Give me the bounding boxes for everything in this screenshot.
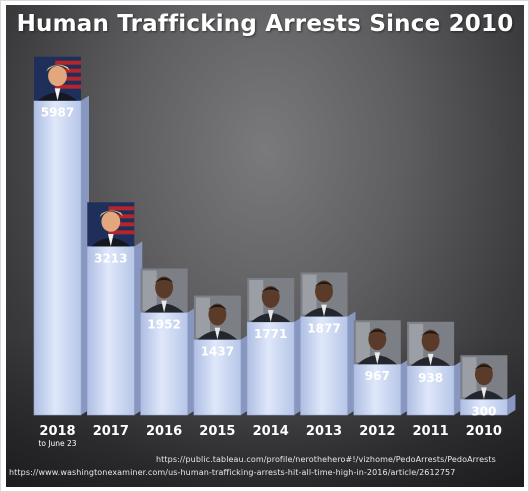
bar-value-label: 1877 [307, 321, 340, 335]
bar-value-label: 967 [365, 369, 390, 383]
trump-portrait-1 [87, 202, 135, 247]
face [261, 285, 280, 308]
trump-portrait-0 [34, 56, 81, 101]
face [368, 328, 387, 351]
bar-side [240, 334, 249, 415]
obama-portrait-2 [140, 268, 188, 313]
shirt [54, 88, 61, 101]
bar [140, 312, 188, 416]
x-tick-label: 2011 [413, 424, 449, 439]
bar [353, 363, 402, 416]
hair [474, 364, 494, 370]
shirt [214, 327, 221, 340]
bar-value-label: 1952 [147, 318, 180, 332]
shirt [374, 352, 381, 365]
obama-portrait-4 [247, 278, 295, 323]
chart-title: Human Trafficking Arrests Since 2010 [16, 11, 514, 37]
shirt [427, 353, 434, 366]
bar [246, 321, 295, 416]
hair [46, 64, 70, 72]
bar-value-label: 3213 [94, 251, 127, 265]
obama-portrait-7 [407, 321, 455, 366]
hair [367, 329, 387, 335]
hair [154, 277, 174, 283]
hair [208, 304, 227, 310]
obama-portrait-5 [300, 272, 348, 317]
bar-side [81, 95, 89, 416]
obama-portrait-3 [193, 295, 241, 340]
background-panel [195, 297, 210, 338]
bar-side [507, 394, 516, 415]
x-tick-label: 2012 [359, 424, 395, 439]
bar [300, 316, 348, 416]
shirt [267, 310, 274, 323]
hair [314, 281, 334, 287]
flag-stripe [108, 214, 135, 219]
face [101, 211, 121, 232]
hair [421, 330, 440, 336]
shirt [321, 304, 327, 317]
face [474, 363, 493, 386]
shirt [481, 387, 487, 400]
bar-side [134, 241, 143, 415]
x-tick-label: 2010 [466, 424, 502, 439]
bar-side [400, 359, 409, 415]
bar-value-label: 938 [418, 371, 443, 385]
background-panel [355, 322, 370, 363]
x-tick-label: 2015 [199, 424, 235, 439]
shirt [107, 233, 114, 247]
background-panel [409, 323, 424, 364]
face [48, 65, 67, 87]
bar [87, 246, 135, 416]
face [421, 329, 440, 352]
bar [193, 339, 242, 416]
face [155, 276, 174, 299]
flag-stripe [108, 206, 135, 211]
x-tick-label: 2016 [146, 424, 182, 439]
x-tick-label: 2018 [39, 424, 75, 439]
bar-value-label: 300 [471, 404, 496, 418]
flag-stripe [55, 76, 81, 81]
face [208, 303, 227, 326]
source-link-washington-examiner[interactable]: https://www.washingtonexaminer.com/us-hu… [9, 468, 456, 477]
flag-stripe [108, 222, 135, 227]
x-tick-label: 2017 [93, 424, 129, 439]
flag-stripe [55, 60, 81, 65]
obama-portrait-6 [353, 320, 401, 365]
source-link-tableau[interactable]: https://public.tableau.com/profile/nerot… [156, 455, 496, 464]
background-panel [302, 274, 317, 315]
flag-stripe [108, 230, 135, 235]
bar [33, 100, 82, 416]
hair [261, 287, 281, 293]
background-panel [462, 357, 477, 398]
flag-stripe [55, 84, 81, 89]
bar-value-label: 5987 [41, 106, 74, 120]
x-tick-label: 2014 [253, 424, 289, 439]
background-panel [249, 280, 264, 321]
hair [99, 210, 124, 218]
bar-value-label: 1771 [254, 327, 287, 341]
x-tick-label: 2013 [306, 424, 342, 439]
chart-panel: Human Trafficking Arrests Since 2010 598… [6, 5, 524, 487]
bar [406, 365, 455, 416]
x-tick-note: to June 23 [38, 439, 76, 448]
background-panel [142, 270, 157, 311]
shirt [161, 300, 167, 313]
obama-portrait-8 [460, 355, 508, 400]
bar-value-label: 1437 [201, 345, 234, 359]
face [315, 280, 333, 303]
flag-stripe [55, 68, 81, 73]
